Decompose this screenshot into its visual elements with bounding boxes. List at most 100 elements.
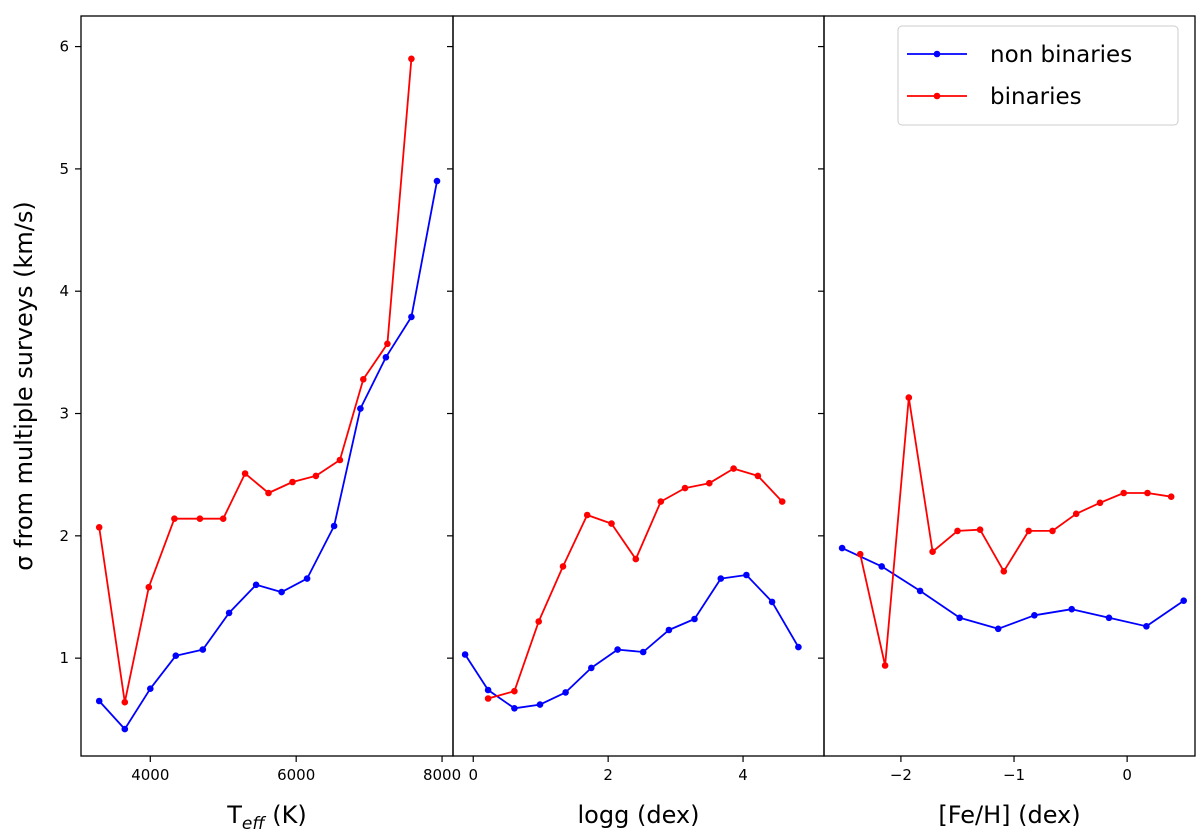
data-point-non-binaries-feh xyxy=(994,625,1002,633)
data-point-non-binaries-teff xyxy=(278,588,285,596)
data-point-binaries-feh xyxy=(856,550,864,558)
series-line-non-binaries-feh xyxy=(841,547,1185,630)
tick-layer: 4000 6000 8000 1 2 3 4 5 6 Teff (K) 0 2 4 logg (dex) −… xyxy=(59,38,1131,833)
series-line-binaries-feh xyxy=(859,396,1172,667)
data-point-non-binaries-teff xyxy=(225,609,233,617)
y-tick-label: 4 xyxy=(59,282,69,300)
data-point-non-binaries-logg xyxy=(562,689,569,696)
data-point-non-binaries-teff xyxy=(199,646,207,653)
data-point-non-binaries-teff xyxy=(408,313,415,321)
data-point-binaries-teff xyxy=(336,456,344,464)
legend-entry-binaries: binaries xyxy=(907,84,1082,110)
y-tick-label: 1 xyxy=(59,649,69,667)
data-point-non-binaries-teff xyxy=(330,522,338,530)
data-point-non-binaries-teff xyxy=(121,725,129,733)
data-point-binaries-teff xyxy=(289,478,296,486)
data-point-non-binaries-feh xyxy=(1031,612,1038,619)
data-point-non-binaries-feh xyxy=(1105,614,1113,622)
data-point-non-binaries-logg xyxy=(614,646,621,653)
data-point-binaries-feh xyxy=(954,527,961,535)
data-point-binaries-logg xyxy=(657,498,665,505)
data-point-binaries-logg xyxy=(632,555,640,563)
data-point-binaries-logg xyxy=(511,687,518,695)
data-point-binaries-logg xyxy=(754,472,762,480)
data-point-binaries-feh xyxy=(1072,510,1080,518)
data-point-non-binaries-logg xyxy=(795,643,802,651)
data-point-non-binaries-teff xyxy=(303,575,311,582)
data-point-non-binaries-feh xyxy=(1180,597,1187,604)
data-point-non-binaries-logg xyxy=(639,648,647,656)
y-tick-label: 3 xyxy=(59,405,69,423)
legend-marker-non-binaries xyxy=(933,50,941,58)
data-point-binaries-teff xyxy=(196,515,204,522)
data-point-non-binaries-teff xyxy=(95,697,103,705)
x-tick-label-teff: 6000 xyxy=(277,766,315,784)
legend-entry-non-binaries: non binaries xyxy=(907,42,1132,68)
data-point-binaries-teff xyxy=(121,698,129,706)
legend-label-binaries: binaries xyxy=(990,84,1082,110)
data-point-binaries-logg xyxy=(583,511,591,519)
data-point-binaries-logg xyxy=(778,498,786,505)
data-point-non-binaries-feh xyxy=(878,563,885,570)
data-point-non-binaries-feh xyxy=(956,614,963,622)
data-point-binaries-logg xyxy=(706,479,713,487)
data-point-binaries-teff xyxy=(312,472,320,480)
data-point-binaries-feh xyxy=(1144,489,1151,497)
data-point-non-binaries-teff xyxy=(382,354,390,361)
data-point-non-binaries-logg xyxy=(588,664,595,672)
data-point-binaries-teff xyxy=(408,55,415,63)
legend-marker-binaries xyxy=(933,92,941,100)
data-point-binaries-feh xyxy=(1025,527,1032,535)
data-point-binaries-feh xyxy=(929,548,936,555)
data-point-binaries-feh xyxy=(1167,493,1175,501)
data-point-non-binaries-teff xyxy=(147,685,154,692)
data-point-non-binaries-logg xyxy=(484,686,492,694)
data-point-binaries-logg xyxy=(535,618,542,625)
data-point-binaries-teff xyxy=(384,340,391,348)
data-point-non-binaries-teff xyxy=(433,177,441,185)
series-line-binaries-teff xyxy=(98,58,413,704)
legend: non binaries binaries xyxy=(897,25,1179,126)
x-axis-label-teff: Teff (K) xyxy=(226,801,307,833)
data-point-binaries-teff xyxy=(95,524,103,531)
data-point-non-binaries-feh xyxy=(1143,623,1150,630)
data-point-non-binaries-feh xyxy=(916,587,924,595)
data-point-binaries-teff xyxy=(241,470,249,477)
data-point-binaries-teff xyxy=(171,515,178,522)
data-point-binaries-logg xyxy=(559,563,567,570)
panel-frames xyxy=(80,15,1196,757)
data-point-binaries-teff xyxy=(360,376,367,383)
data-point-binaries-logg xyxy=(730,465,737,472)
data-point-non-binaries-logg xyxy=(511,705,518,712)
panel-frame-feh xyxy=(823,15,1196,757)
series-line-non-binaries-logg xyxy=(464,574,800,710)
x-tick-label-teff: 8000 xyxy=(423,766,461,784)
data-point-non-binaries-logg xyxy=(768,598,776,606)
y-tick-label: 5 xyxy=(59,160,69,178)
panel-frame-logg xyxy=(452,15,825,757)
data-point-binaries-feh xyxy=(1000,568,1008,575)
x-tick-label-logg: 2 xyxy=(603,766,613,784)
series-layer xyxy=(95,55,1187,733)
data-point-non-binaries-logg xyxy=(717,575,725,582)
data-point-non-binaries-logg xyxy=(743,571,750,579)
data-point-binaries-logg xyxy=(681,484,689,492)
x-tick-label-logg: 4 xyxy=(738,766,748,784)
data-point-non-binaries-logg xyxy=(536,701,544,708)
data-point-non-binaries-feh xyxy=(1068,605,1075,613)
data-point-binaries-feh xyxy=(881,662,889,669)
data-point-binaries-feh xyxy=(1096,499,1104,507)
data-point-binaries-feh xyxy=(905,394,913,401)
data-point-binaries-logg xyxy=(484,695,492,702)
data-point-non-binaries-teff xyxy=(357,405,364,412)
data-point-non-binaries-logg xyxy=(665,626,673,634)
data-point-binaries-feh xyxy=(976,526,984,533)
x-axis-label-feh: [Fe/H] (dex) xyxy=(938,801,1080,829)
y-tick-label: 6 xyxy=(59,38,69,56)
series-line-non-binaries-teff xyxy=(98,180,438,730)
data-point-binaries-teff xyxy=(145,583,153,591)
legend-label-non-binaries: non binaries xyxy=(990,42,1132,68)
x-tick-label-logg: 0 xyxy=(468,766,478,784)
data-point-non-binaries-feh xyxy=(838,544,846,552)
